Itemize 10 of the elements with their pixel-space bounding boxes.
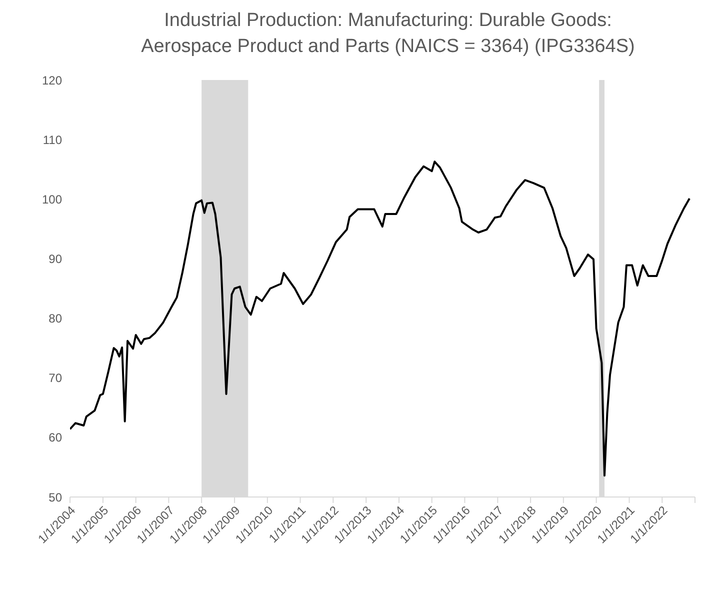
y-tick-label: 120 [42, 73, 62, 88]
chart-title: Industrial Production: Manufacturing: Durable Goods: Aerospace Product and Parts (NAICS = 3364) (IPG3364S) [140, 9, 636, 59]
y-tick-label: 110 [42, 132, 62, 147]
y-tick-label: 100 [42, 192, 62, 206]
y-tick-label: 50 [48, 490, 62, 504]
y-tick-label: 80 [48, 312, 62, 326]
y-tick-label: 60 [48, 430, 62, 445]
y-tick-label: 90 [48, 252, 62, 266]
line-series [70, 160, 691, 477]
y-tick-label: 70 [48, 371, 62, 386]
